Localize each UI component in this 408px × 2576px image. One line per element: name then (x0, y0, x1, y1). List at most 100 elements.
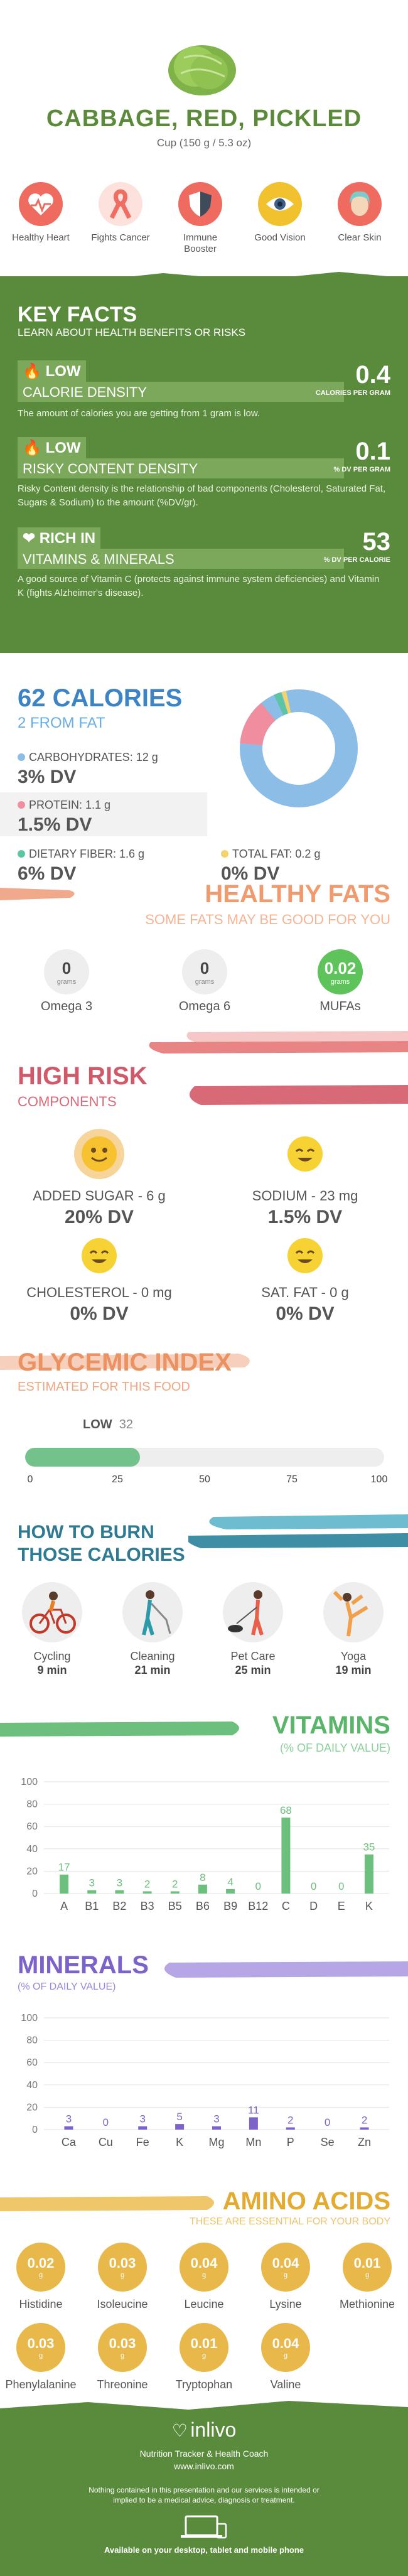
amino-value: 0.04 g (261, 2243, 310, 2292)
brush-stroke (164, 1961, 408, 1978)
key-facts-title: KEY FACTS (18, 303, 137, 326)
amino-value-number: 0.02 (27, 2255, 55, 2271)
brush-stroke (0, 1722, 239, 1737)
x-tick-label: B2 (112, 1900, 126, 1912)
y-tick-label: 80 (26, 1799, 38, 1810)
x-tick-label: Zn (358, 2136, 371, 2148)
x-tick-label: B9 (223, 1900, 237, 1912)
footer-disclaimer: Nothing contained in this presentation a… (89, 2486, 319, 2504)
x-tick-label: Ca (62, 2136, 77, 2148)
amino-value-number: 0.03 (27, 2336, 55, 2351)
x-tick-label: B1 (85, 1900, 99, 1912)
x-tick-label: K (176, 2136, 183, 2148)
yoga-label: Yoga (340, 1650, 367, 1663)
wave-divider (0, 2401, 408, 2417)
carbs-dot (18, 753, 25, 761)
fact-unit: CALORIES PER GRAM (315, 389, 390, 397)
bar-mn (249, 2117, 258, 2130)
cleaning-label: Cleaning (130, 1650, 175, 1663)
amino-label: Phenylalanine (5, 2378, 77, 2391)
y-tick-label: 0 (32, 1889, 38, 1899)
brush-stroke (0, 888, 75, 900)
fact-level-badge: 🔥 LOW (18, 360, 86, 382)
bar-ca (64, 2126, 73, 2130)
donut-fat (240, 689, 358, 807)
fact-name: RISKY CONTENT DENSITY (18, 458, 344, 478)
wave-divider (0, 628, 408, 652)
x-tick-label: B5 (168, 1900, 182, 1912)
bar-value-label: 3 (89, 1877, 95, 1889)
amino-value-unit: g (201, 2352, 207, 2359)
y-tick-label: 80 (26, 2035, 38, 2046)
bar-value-label: 3 (117, 1877, 122, 1889)
nutrient-carbs: CARBOHYDRATES: 12 g 3% DV (18, 751, 158, 787)
bar-value-label: 0 (338, 1880, 344, 1892)
bar-value-label: 3 (66, 2113, 72, 2125)
amino-label: Methionine (339, 2298, 395, 2310)
healthy-fats-title: HEALTHY FATS (205, 880, 390, 908)
amino-item: 0.04 g Valine (245, 2323, 326, 2391)
bar-chart-svg: 100 80 60 40 20 0 3 Ca 0 Cu 3 Fe 5 K 3 Mg 11 Mn 2 P 0 Se 2 Zn (21, 2013, 389, 2148)
amino-value: 0.01 g (343, 2243, 392, 2292)
devices-icon (181, 2515, 227, 2539)
bar-b2 (115, 1890, 124, 1894)
x-tick-label: D (309, 1900, 318, 1912)
burn-title-line2: THOSE CALORIES (18, 1544, 185, 1565)
bar-value-label: 4 (227, 1876, 233, 1888)
omega3-label: Omega 3 (40, 1000, 93, 1013)
omega6-label: Omega 6 (178, 1000, 231, 1013)
bar-value-label: 3 (213, 2113, 219, 2125)
amino-value-unit: g (38, 2272, 43, 2279)
fact-value: 0.4 (355, 361, 390, 389)
calories-from-fat: 2 FROM FAT (18, 714, 105, 731)
pet-care-label: Pet Care (230, 1650, 276, 1663)
omega3-value: 0 grams (44, 949, 89, 994)
vitamins-title: VITAMINS (272, 1711, 390, 1739)
high-risk-subtitle: COMPONENTS (18, 1094, 117, 1109)
bar-value-label: 0 (325, 2116, 330, 2128)
donut-fiber (240, 689, 358, 807)
amino-item: 0.01 g Tryptophan (163, 2323, 245, 2391)
amino-label: Threonine (97, 2378, 148, 2391)
footer-url[interactable]: www.inlivo.com (174, 2461, 234, 2471)
gi-tick: 75 (286, 1474, 298, 1485)
amino-label: Leucine (184, 2298, 224, 2310)
sat-fat-face-icon (286, 1237, 324, 1275)
amino-value: 0.02 g (16, 2243, 65, 2292)
gi-tick: 50 (199, 1474, 210, 1485)
eye-icon (258, 182, 302, 226)
bar-value-label: 2 (287, 2114, 293, 2126)
amino-value-unit: g (365, 2272, 370, 2279)
gi-tick: 100 (370, 1474, 388, 1485)
minerals-subtitle: (% OF DAILY VALUE) (18, 1981, 116, 1992)
benefit-label: Immune Booster (183, 232, 218, 254)
amino-value: 0.03 g (98, 2243, 147, 2292)
bar-value-label: 17 (58, 1862, 70, 1873)
bar-mg (212, 2126, 221, 2130)
brush-stroke (188, 1514, 408, 1548)
vitamins-chart: 100 80 60 40 20 0 17 A 3 B1 3 B2 2 B3 2 B5 8 B6 4 B9 0 B12 68 C… (0, 1774, 408, 1919)
cleaning-icon (122, 1582, 183, 1642)
amino-value-unit: g (38, 2352, 43, 2359)
amino-value-number: 0.04 (190, 2255, 218, 2271)
x-tick-label: E (338, 1900, 345, 1912)
amino-value-unit: g (283, 2352, 288, 2359)
brand-name: inlivo (190, 2418, 237, 2441)
bar-value-label: 2 (172, 1878, 178, 1890)
bar-k (364, 1854, 373, 1894)
bar-value-label: 2 (144, 1878, 150, 1890)
brush-stroke (190, 1085, 408, 1105)
footer-available: Available on your desktop, tablet and mo… (104, 2545, 304, 2555)
fact-name: CALORIE DENSITY (18, 382, 344, 402)
protein-band (0, 792, 207, 836)
x-tick-label: C (282, 1900, 290, 1912)
amino-value-unit: g (201, 2272, 207, 2279)
bar-value-label: 0 (255, 1880, 261, 1892)
cycling-icon (22, 1582, 82, 1642)
nutrient-protein: PROTEIN: 1.1 g 1.5% DV (18, 799, 111, 835)
vitamins-subtitle: (% OF DAILY VALUE) (279, 1742, 390, 1754)
bar-c (281, 1817, 291, 1894)
benefit-immune-booster: Immune Booster (166, 182, 235, 255)
amino-item: 0.03 g Phenylalanine (0, 2323, 82, 2391)
bar-k (175, 2124, 185, 2130)
